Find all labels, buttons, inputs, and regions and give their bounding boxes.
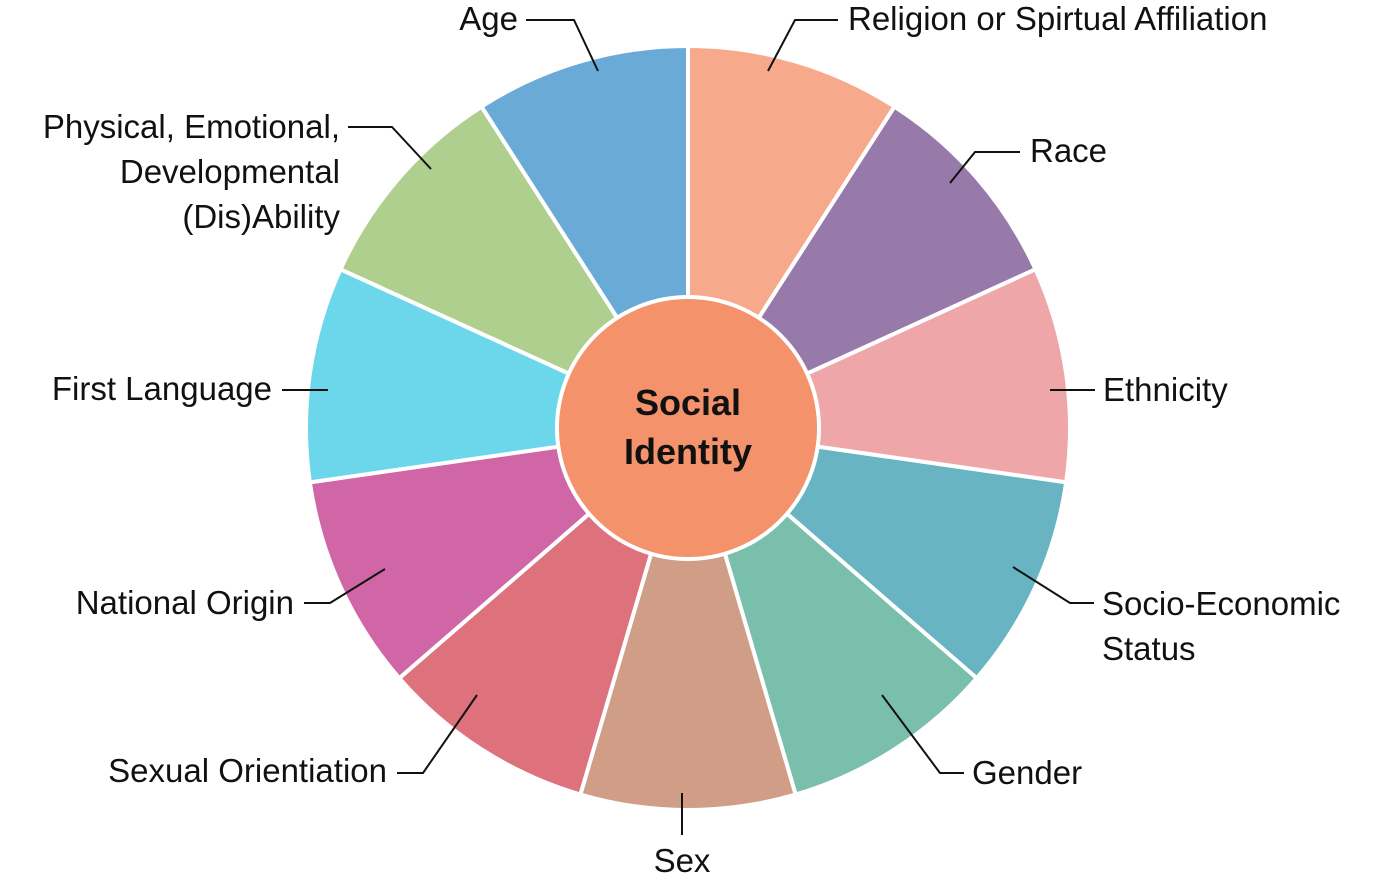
label-ability: Physical, Emotional, Developmental (Dis)Ab… [43, 108, 341, 235]
label-religion: Religion or Spirtual Affiliation [848, 0, 1267, 37]
label-line: Gender [972, 754, 1082, 791]
label-line: First Language [52, 370, 272, 407]
leader-line-sexual-orientation [397, 694, 478, 774]
label-line: Socio-Economic [1102, 585, 1340, 622]
label-line: Sexual Orientiation [108, 752, 387, 789]
label-race: Race [1030, 132, 1107, 169]
center-hub [555, 295, 821, 561]
leader-line-race [949, 151, 1020, 184]
label-sex: Sex [654, 842, 711, 879]
label-gender: Gender [972, 754, 1082, 791]
label-line: (Dis)Ability [182, 198, 340, 235]
leader-line-ability [348, 126, 432, 170]
label-line: Age [459, 0, 518, 37]
label-ethnicity: Ethnicity [1103, 371, 1228, 408]
label-age: Age [459, 0, 518, 37]
center-title-line-2: Identity [624, 431, 752, 472]
label-line: Ethnicity [1103, 371, 1228, 408]
leader-line-religion [767, 19, 838, 72]
label-line: Race [1030, 132, 1107, 169]
label-line: National Origin [76, 584, 294, 621]
label-line: Sex [654, 842, 711, 879]
leader-line-gender [881, 694, 964, 774]
leader-line-age [526, 19, 599, 72]
label-line: Status [1102, 630, 1196, 667]
segment-labels: Religion or Spirtual Affiliation Race Ethn… [43, 0, 1341, 879]
label-first-language: First Language [52, 370, 272, 407]
leader-lines [282, 19, 1095, 835]
label-line: Physical, Emotional, [43, 108, 340, 145]
label-socio-economic-status: Socio-Economic Status [1102, 585, 1340, 667]
label-line: Developmental [120, 153, 340, 190]
label-line: Religion or Spirtual Affiliation [848, 0, 1267, 37]
label-sexual-orientation: Sexual Orientiation [108, 752, 387, 789]
label-national-origin: National Origin [76, 584, 294, 621]
center-title-line-1: Social [635, 382, 741, 423]
leader-line-socio-economic-status [1012, 566, 1094, 604]
leader-line-national-origin [304, 568, 386, 604]
